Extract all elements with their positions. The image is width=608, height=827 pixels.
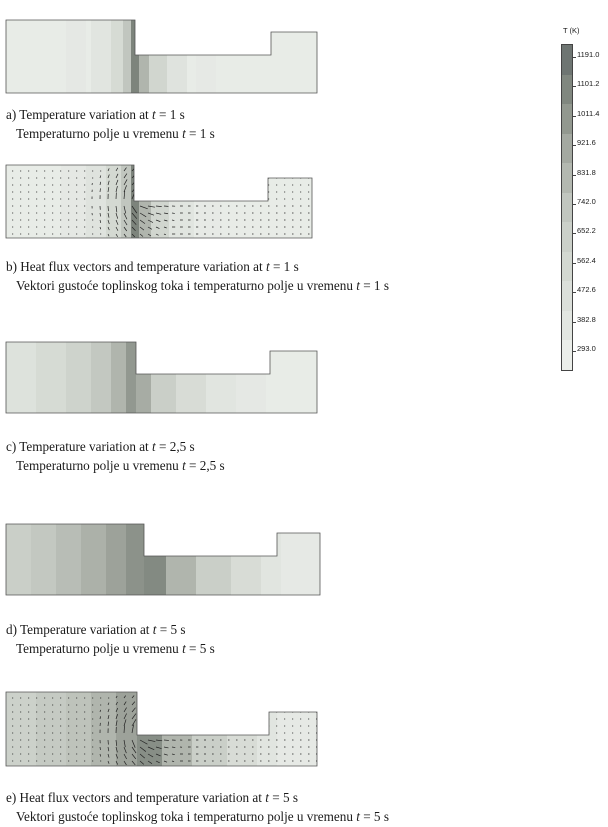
legend-swatch: [562, 222, 572, 253]
caption-e: e) Heat flux vectors and temperature var…: [6, 790, 389, 824]
figure-panel-a: a) Temperature variation at t = 1 s Temp…: [5, 19, 326, 150]
legend-swatch: [562, 163, 572, 194]
temperature-contours: [6, 20, 317, 93]
caption-a: a) Temperature variation at t = 1 s Temp…: [6, 107, 215, 141]
legend-tick-label: 293.0: [572, 344, 596, 353]
figure-panel-c: c) Temperature variation at t = 2,5 s Te…: [5, 341, 326, 473]
legend-tick-label: 472.6: [572, 285, 596, 294]
legend-swatch: [562, 133, 572, 164]
legend-colorbar: [561, 44, 573, 371]
temperature-contours: [6, 524, 320, 595]
legend-tick-label: 562.4: [572, 256, 596, 265]
figure-panel-b: b) Heat flux vectors and temperature var…: [5, 164, 566, 295]
legend-tick-label: 921.6: [572, 138, 596, 147]
temperature-field-c: [5, 341, 318, 414]
figure-panel-d: d) Temperature variation at t = 5 s Temp…: [5, 523, 326, 656]
temperature-field-a: [5, 19, 318, 94]
legend-swatch: [562, 310, 572, 341]
legend-swatch: [562, 104, 572, 135]
caption-d: d) Temperature variation at t = 5 s Temp…: [6, 622, 215, 656]
legend-tick-label: 742.0: [572, 197, 596, 206]
legend-swatch: [562, 74, 572, 105]
legend-tick-label: 1101.2: [571, 79, 599, 88]
legend-swatch: [562, 192, 572, 223]
caption-b: b) Heat flux vectors and temperature var…: [6, 259, 389, 293]
legend-tick-label: 1191.0: [571, 50, 599, 59]
legend-tick-label: 652.2: [572, 226, 596, 235]
legend-tick-label: 1011.4: [571, 109, 599, 118]
heat-flux-field-e: [5, 691, 318, 767]
legend-swatch: [562, 251, 572, 282]
legend-swatch: [562, 340, 572, 371]
caption-c: c) Temperature variation at t = 2,5 s Te…: [6, 439, 225, 473]
legend-title: T (K): [563, 26, 580, 35]
heat-flux-field-b: [5, 164, 313, 239]
legend-swatch: [562, 45, 572, 76]
temperature-contours: [6, 165, 312, 238]
legend-tick-label: 382.8: [572, 315, 596, 324]
legend-swatch: [562, 281, 572, 312]
temperature-contours: [6, 692, 317, 766]
figure-panel-e: e) Heat flux vectors and temperature var…: [5, 691, 566, 827]
temperature-field-d: [5, 523, 321, 596]
legend-tick-label: 831.8: [572, 168, 596, 177]
